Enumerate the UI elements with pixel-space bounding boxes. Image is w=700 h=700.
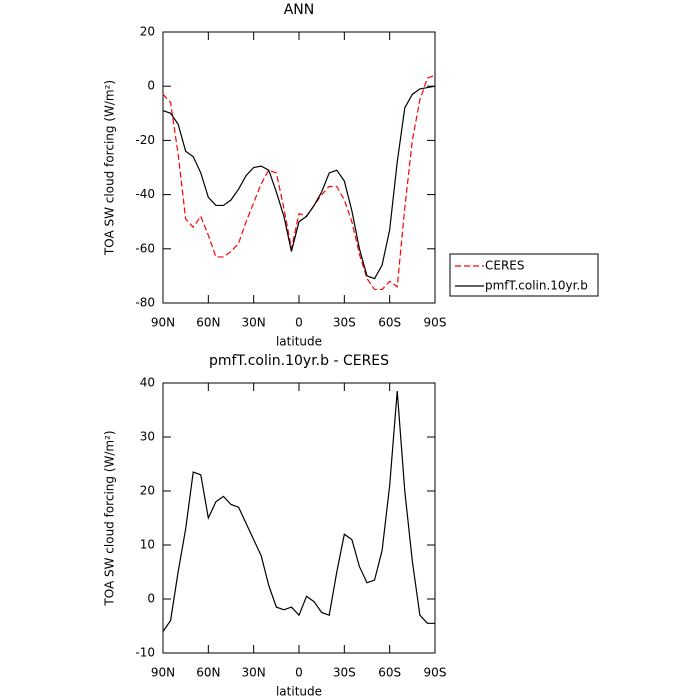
x-tick-label: 30S bbox=[333, 666, 356, 680]
legend-label: pmfT.colin.10yr.b bbox=[485, 279, 588, 293]
x-tick-label: 0 bbox=[295, 316, 303, 330]
x-tick-label: 60N bbox=[196, 666, 220, 680]
x-tick-label: 30N bbox=[242, 316, 266, 330]
x-axis-label: latitude bbox=[276, 335, 322, 349]
y-tick-label: 40 bbox=[140, 376, 155, 390]
x-tick-label: 0 bbox=[295, 666, 303, 680]
y-axis-label: TOA SW cloud forcing (W/m²) bbox=[103, 80, 117, 256]
y-tick-label: 0 bbox=[147, 592, 155, 606]
y-tick-label: -40 bbox=[135, 187, 155, 201]
y-tick-label: -60 bbox=[135, 241, 155, 255]
x-tick-label: 90S bbox=[424, 666, 447, 680]
plot-frame bbox=[162, 31, 436, 304]
data-line bbox=[162, 85, 436, 280]
y-tick-label: -10 bbox=[135, 646, 155, 660]
y-tick-label: 0 bbox=[147, 79, 155, 93]
x-tick-label: 90N bbox=[151, 666, 175, 680]
legend-box bbox=[449, 253, 599, 297]
y-axis-label: TOA SW cloud forcing (W/m²) bbox=[103, 430, 117, 606]
y-tick-label: 10 bbox=[140, 538, 155, 552]
plot-frame bbox=[162, 382, 436, 654]
y-tick-label: 20 bbox=[140, 484, 155, 498]
x-axis-label: latitude bbox=[276, 685, 322, 699]
x-tick-label: 30N bbox=[242, 666, 266, 680]
legend-label: CERES bbox=[485, 259, 525, 273]
x-tick-label: 90S bbox=[424, 316, 447, 330]
data-line bbox=[162, 391, 435, 632]
y-tick-label: -80 bbox=[135, 296, 155, 310]
x-tick-label: 90N bbox=[151, 316, 175, 330]
chart-title: ANN bbox=[284, 2, 315, 18]
y-tick-label: 20 bbox=[140, 25, 155, 39]
y-tick-label: 30 bbox=[140, 430, 155, 444]
y-tick-label: -20 bbox=[135, 133, 155, 147]
x-tick-label: 60S bbox=[378, 666, 401, 680]
x-tick-label: 60S bbox=[378, 316, 401, 330]
chart-title: pmfT.colin.10yr.b - CERES bbox=[209, 353, 389, 369]
data-line bbox=[162, 74, 436, 291]
x-tick-label: 30S bbox=[333, 316, 356, 330]
x-tick-label: 60N bbox=[196, 316, 220, 330]
